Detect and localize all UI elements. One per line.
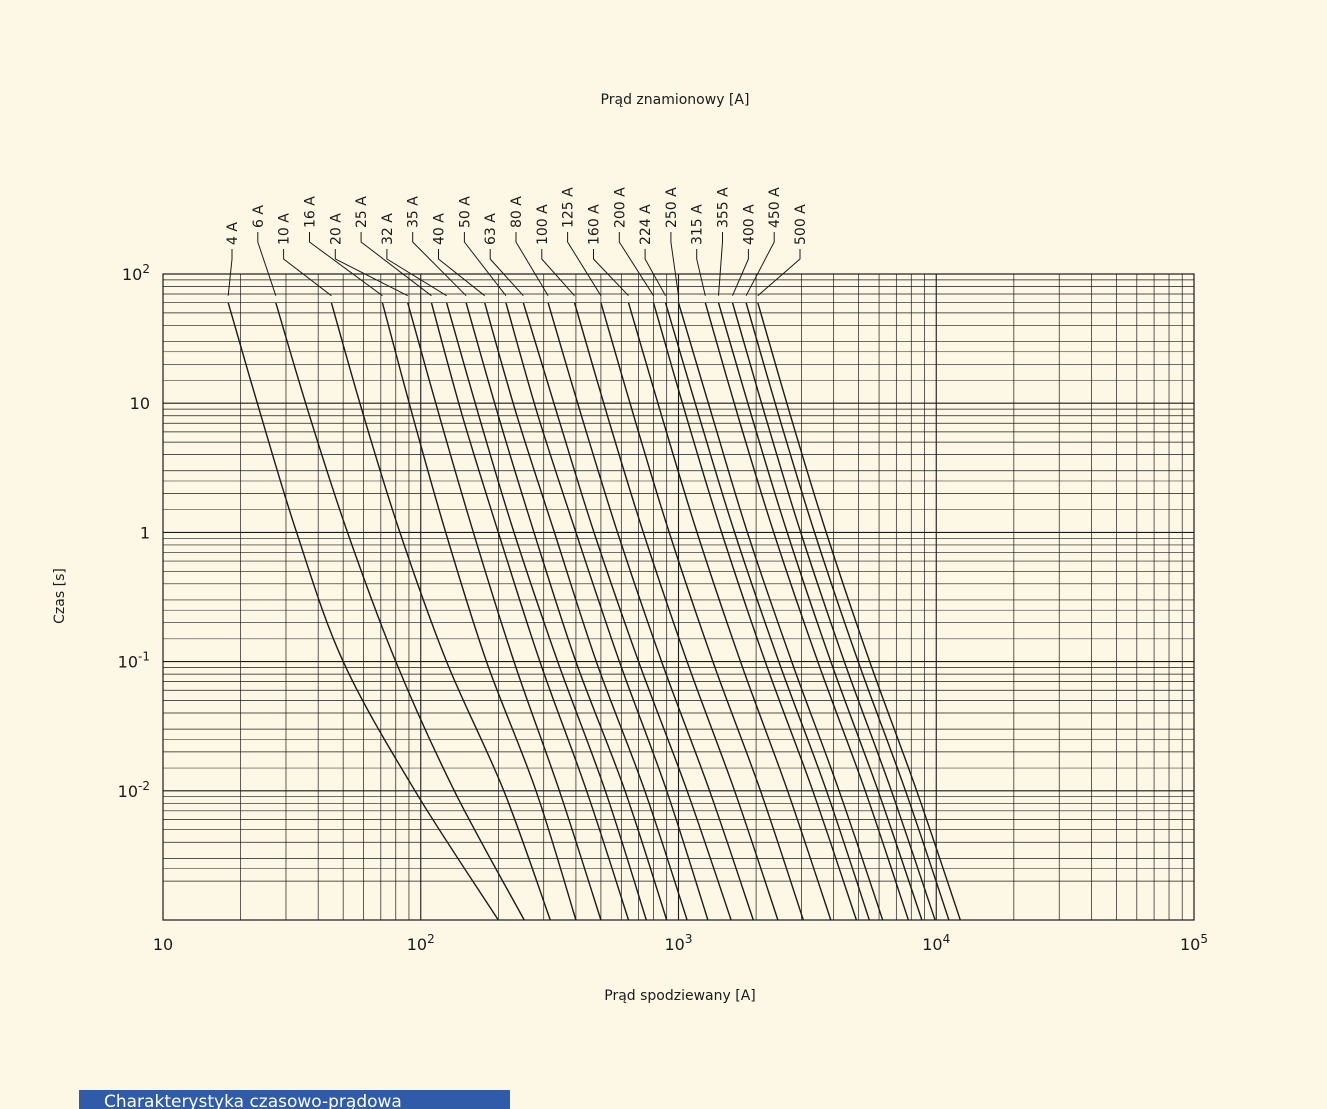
- chart-grid: [162, 273, 1195, 921]
- rating-label: 10 A: [277, 213, 293, 245]
- y-axis-label: Czas [s]: [52, 568, 68, 624]
- rating-label: 400 A: [741, 204, 757, 245]
- rating-label: 6 A: [251, 205, 267, 228]
- leader-line: [334, 249, 408, 297]
- rating-label: 224 A: [638, 204, 654, 245]
- rating-label: 80 A: [509, 196, 525, 228]
- leader-line: [745, 232, 775, 296]
- leader-line: [567, 232, 602, 296]
- rating-label: 500 A: [793, 204, 809, 245]
- leader-line: [386, 249, 447, 297]
- chart-title: Prąd znamionowy [A]: [601, 92, 750, 108]
- leader-line: [696, 249, 706, 296]
- curve-63a: [522, 302, 732, 921]
- y-tick-label: 10: [130, 394, 150, 413]
- leader-line: [593, 249, 629, 297]
- rating-label: 40 A: [432, 213, 448, 245]
- y-tick-label: 10-1: [118, 650, 150, 672]
- leader-line: [670, 232, 679, 296]
- axis-ticks: 10 102 103 104 105 102 10 1 10-1 10-2: [118, 262, 1208, 954]
- leader-line: [644, 249, 666, 296]
- rating-label: 63 A: [483, 213, 499, 245]
- rating-label: 125 A: [561, 187, 577, 228]
- rating-label: 35 A: [406, 196, 422, 228]
- curve-250a: [677, 302, 884, 921]
- curve-224a: [664, 302, 870, 921]
- curve-100a: [573, 302, 779, 921]
- leader-line: [732, 249, 749, 296]
- rating-label: 4 A: [225, 222, 241, 245]
- rating-label: 200 A: [612, 187, 628, 228]
- rating-label: 160 A: [586, 204, 602, 245]
- caption-text: Charakterystyka czasowo-prądowa: [104, 1092, 402, 1109]
- curve-10a: [330, 302, 551, 921]
- x-tick-label: 10: [153, 935, 173, 954]
- curve-450a: [745, 302, 950, 921]
- curve-16a: [381, 302, 577, 921]
- leader-line: [283, 249, 332, 297]
- curve-80a: [547, 302, 754, 921]
- curve-355a: [717, 302, 923, 921]
- rating-leaders: [227, 232, 801, 297]
- rating-label: 50 A: [457, 196, 473, 228]
- curve-315a: [704, 302, 910, 921]
- x-axis-label: Prąd spodziewany [A]: [604, 988, 756, 1004]
- leader-line: [463, 232, 507, 297]
- leader-line: [489, 249, 524, 297]
- rating-label: 25 A: [354, 196, 370, 228]
- leader-line: [541, 249, 575, 297]
- curve-125a: [600, 302, 804, 921]
- rating-label: 20 A: [328, 213, 344, 245]
- curve-35a: [465, 302, 668, 921]
- rating-label: 250 A: [664, 187, 680, 228]
- leader-line: [618, 232, 654, 296]
- curve-200a: [652, 302, 858, 921]
- curve-50a: [505, 302, 709, 921]
- caption-bar: Charakterystyka czasowo-prądowa: [79, 1090, 510, 1109]
- curve-25a: [430, 302, 630, 921]
- rating-label: 100 A: [535, 204, 551, 245]
- rating-label: 16 A: [302, 196, 318, 228]
- curve-32a: [445, 302, 647, 921]
- y-tick-label: 102: [122, 262, 150, 284]
- curve-160a: [627, 302, 832, 921]
- rating-label: 355 A: [716, 187, 732, 228]
- rating-label: 32 A: [380, 213, 396, 245]
- rating-label: 315 A: [690, 204, 706, 245]
- fuse-curves: [227, 302, 961, 921]
- curve-500a: [757, 302, 961, 921]
- leader-line: [227, 249, 233, 296]
- leader-line: [438, 249, 486, 297]
- x-tick-label: 102: [407, 932, 435, 954]
- curve-40a: [484, 302, 688, 921]
- curve-400a: [731, 302, 936, 921]
- leader-line: [412, 232, 467, 297]
- leader-line: [757, 249, 801, 297]
- y-tick-label: 1: [140, 523, 150, 542]
- curve-4a: [227, 302, 499, 921]
- leader-line: [515, 232, 549, 296]
- y-tick-label: 10-2: [118, 779, 150, 801]
- curve-20a: [407, 302, 602, 921]
- curve-6a: [275, 302, 525, 921]
- x-tick-label: 103: [665, 932, 693, 954]
- x-tick-label: 104: [922, 932, 950, 954]
- x-tick-label: 105: [1180, 932, 1208, 954]
- leader-line: [360, 232, 432, 297]
- leader-line: [257, 232, 277, 296]
- leader-line: [718, 232, 723, 296]
- rating-label: 450 A: [767, 187, 783, 228]
- rating-labels: 4 A 6 A 10 A 16 A 20 A 25 A 32 A 35 A 40 A 50 A 63…: [225, 187, 809, 245]
- leader-line: [309, 232, 383, 297]
